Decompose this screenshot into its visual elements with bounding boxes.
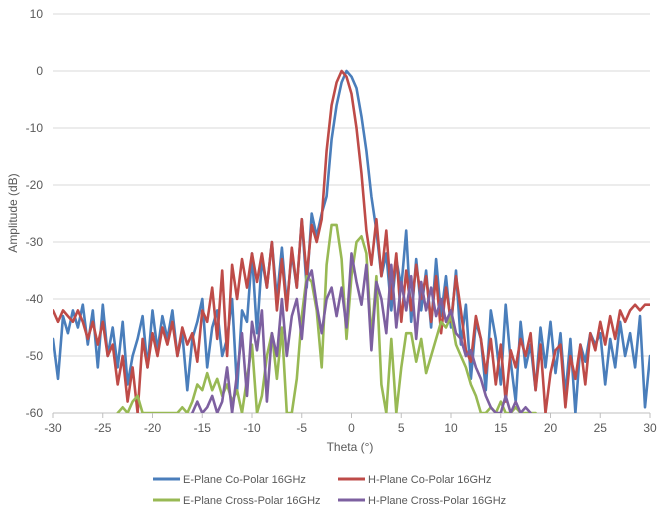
x-tick-label: -30	[44, 421, 62, 435]
gridlines	[53, 13, 650, 357]
series-line-2	[53, 69, 650, 413]
x-tick-label: -5	[296, 421, 307, 435]
x-tick-label: -25	[94, 421, 112, 435]
legend-label: H-Plane Co-Polar 16GHz	[368, 474, 492, 486]
axes	[52, 412, 651, 418]
x-tick-label: -10	[243, 421, 261, 435]
y-tick-label: -60	[26, 406, 44, 420]
x-tick-label: 30	[643, 421, 657, 435]
x-tick-label: -15	[194, 421, 212, 435]
y-axis-title: Amplitude (dB)	[6, 173, 20, 252]
y-tick-label: 0	[36, 64, 43, 78]
series-line-1	[53, 69, 650, 413]
x-tick-label: 25	[594, 421, 608, 435]
legend-label: E-Plane Cross-Polar 16GHz	[183, 495, 321, 507]
x-tick-label: 5	[398, 421, 405, 435]
y-tick-label: 10	[30, 7, 44, 21]
tick-labels: 100-10-20-30-40-50-60-30 -25 -20 -15 -10 -5 0 5…	[26, 7, 657, 435]
series-line-4	[191, 252, 532, 413]
x-tick-label: 0	[348, 421, 355, 435]
plot-area	[53, 69, 650, 413]
legend: E-Plane Co-Polar 16GHz H-Plane Co-Polar 1…	[153, 474, 506, 507]
x-tick-label: 20	[544, 421, 558, 435]
x-axis-title: Theta (°)	[327, 440, 374, 454]
y-tick-label: -30	[26, 235, 44, 249]
x-tick-label: 15	[494, 421, 508, 435]
x-tick-label: 10	[444, 421, 458, 435]
y-tick-label: -20	[26, 178, 44, 192]
x-tick-label: -20	[144, 421, 162, 435]
legend-label: H-Plane Cross-Polar 16GHz	[368, 495, 506, 507]
y-tick-label: -10	[26, 121, 44, 135]
legend-label: E-Plane Co-Polar 16GHz	[183, 474, 306, 486]
series-line-3	[116, 223, 537, 413]
y-tick-label: -50	[26, 349, 44, 363]
y-tick-label: -40	[26, 292, 44, 306]
